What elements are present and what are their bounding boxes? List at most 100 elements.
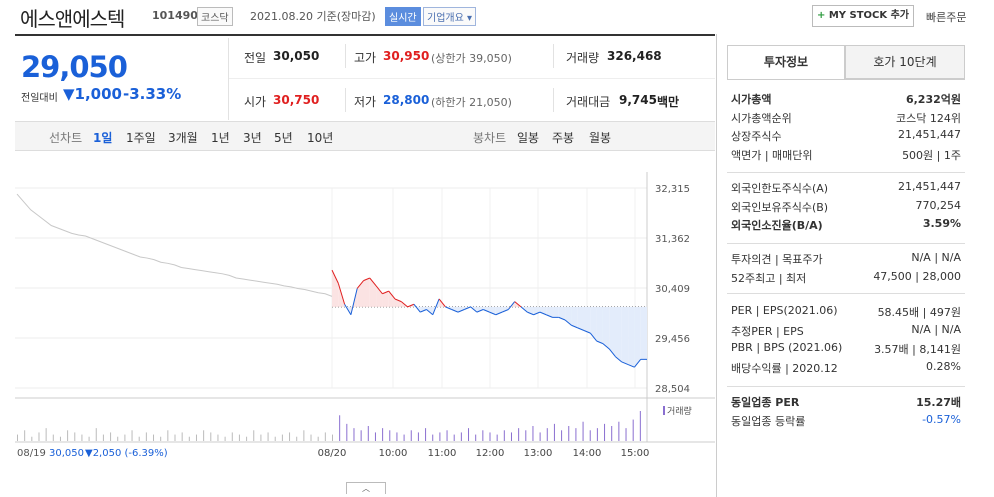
company-overview-dropdown[interactable]: 기업개요 ▾ (423, 7, 477, 26)
price-line-segment (382, 290, 389, 295)
period-10y[interactable]: 10년 (307, 131, 334, 145)
down-fill (426, 306, 433, 315)
info-row: 투자의견 | 목표주가 N/A | N/A (731, 251, 961, 269)
mystock-add-label: MY STOCK 추가 (828, 10, 910, 21)
amount-label: 거래대금 (566, 95, 611, 109)
y-tick-label: 30,409 (655, 284, 690, 295)
info-row-value: 500원 | 1주 (902, 148, 961, 162)
candle-weekly[interactable]: 주봉 (552, 131, 575, 145)
info-row-label: 외국인소진율(B/A) (731, 219, 823, 232)
volume-bar (203, 430, 205, 441)
candle-daily[interactable]: 일봉 (517, 131, 540, 145)
volume-bar (181, 432, 183, 441)
volume-bar (561, 430, 563, 441)
volume-legend: 거래량 (667, 405, 692, 417)
candle-monthly[interactable]: 월봉 (589, 131, 612, 145)
down-fill (565, 306, 572, 326)
current-price: 29,050 (21, 50, 128, 84)
down-fill (451, 306, 458, 313)
price-line-segment (564, 319, 572, 326)
volume-bar (59, 436, 61, 441)
low-label: 저가 (354, 95, 377, 109)
price-line-segment (483, 309, 490, 313)
period-5y[interactable]: 5년 (274, 131, 293, 145)
price-line-segment (426, 309, 434, 316)
price-line-segment (432, 298, 440, 315)
down-fill (571, 306, 578, 328)
down-arrow-icon: ▼ (63, 85, 75, 103)
volume-bar (532, 426, 534, 441)
volume-bar (346, 423, 348, 441)
amount-unit: 백만 (657, 95, 680, 109)
volume-legend-swatch (663, 406, 665, 415)
volume-bar (117, 436, 119, 441)
down-fill (552, 306, 559, 318)
volume-bar (575, 428, 577, 441)
volume-value: 326,468 (607, 49, 662, 63)
price-line-segment (520, 306, 528, 313)
tab-order-book[interactable]: 호가 10단계 (845, 45, 965, 79)
info-row: 액면가 | 매매단위 500원 | 1주 (731, 147, 961, 165)
divider (345, 88, 346, 112)
volume-bar (632, 419, 634, 441)
realtime-button[interactable]: 실시간 (385, 7, 421, 26)
period-3m[interactable]: 3개월 (168, 131, 198, 145)
period-1d[interactable]: 1일 (93, 131, 113, 145)
price-line-segment (464, 306, 471, 310)
period-3y[interactable]: 3년 (243, 131, 262, 145)
volume-bar (460, 432, 462, 441)
down-fill (628, 306, 635, 368)
y-tick-label: 29,456 (655, 334, 690, 345)
volume-bar (425, 428, 427, 441)
plus-icon: + (816, 10, 826, 21)
price-line-segment (438, 298, 446, 308)
price-line-segment (337, 283, 346, 305)
info-row-value: 47,500 | 28,000 (873, 269, 961, 283)
open-label: 시가 (244, 95, 267, 109)
price-line-segment (363, 277, 370, 282)
down-fill (527, 306, 534, 315)
info-row-label: 시가총액순위 (731, 111, 792, 125)
info-row-label: 외국인보유주식수(B) (731, 200, 829, 214)
price-line-segment (356, 280, 364, 289)
volume-bar (267, 432, 269, 441)
price-line-segment (527, 311, 534, 316)
down-fill (640, 306, 647, 360)
tab-invest-info[interactable]: 투자정보 (727, 45, 845, 79)
price-line-segment (451, 309, 459, 313)
info-row-value: -0.57% (922, 412, 961, 426)
volume-bar (324, 432, 326, 441)
x-tick-label: 08/20 (318, 448, 347, 459)
price-line-segment (388, 290, 396, 300)
quick-order-link[interactable]: 빠른주문 (926, 11, 967, 24)
price-line-segment (350, 288, 358, 315)
info-row-label: 추정PER | EPS (731, 324, 804, 338)
price-line-segment (583, 330, 591, 334)
volume-bar (274, 436, 276, 441)
mystock-add-button[interactable]: + MY STOCK 추가 (812, 5, 914, 27)
volume-bar (296, 436, 298, 441)
info-row: 외국인보유주식수(B) 770,254 (731, 199, 961, 217)
right-panel (716, 34, 994, 497)
volume-bar (589, 430, 591, 441)
volume-label: 거래량 (566, 51, 600, 65)
x-ticks: 08/20 10:00 11:00 12:00 13:00 14:00 15:00 (318, 448, 650, 459)
chart-lines (16, 193, 647, 368)
period-1y[interactable]: 1년 (211, 131, 230, 145)
price-line-segment (457, 309, 465, 313)
volume-bar (553, 423, 555, 441)
period-1w[interactable]: 1주일 (126, 131, 156, 145)
info-row: 52주최고 | 최저 47,500 | 28,000 (731, 270, 961, 288)
info-row: 시가총액순위 코스닥 124위 (731, 110, 961, 128)
price-chart: 32,315 31,362 30,409 29,456 28,504 08/20 10:0… (15, 172, 715, 459)
price-line-segment (470, 306, 478, 313)
volume-bar (224, 436, 226, 441)
low-value: 28,800 (383, 93, 430, 107)
prev-day-line (16, 193, 333, 297)
price-line-segment (602, 343, 610, 350)
collapse-button[interactable]: ︿ (346, 482, 386, 494)
volume-bar (253, 430, 255, 441)
price-line-segment (420, 309, 427, 313)
upper-limit: (상한가 39,050) (431, 52, 512, 65)
volume-bar (195, 434, 197, 441)
